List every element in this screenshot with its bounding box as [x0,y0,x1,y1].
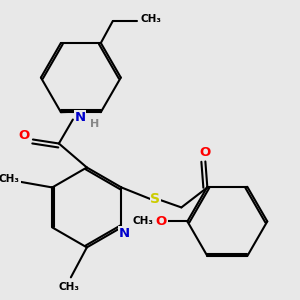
Text: CH₃: CH₃ [140,14,161,24]
Text: O: O [156,215,167,228]
Text: S: S [150,192,161,206]
Text: O: O [200,146,211,159]
Text: CH₃: CH₃ [58,282,80,292]
Text: H: H [90,118,100,128]
Text: CH₃: CH₃ [133,216,154,226]
Text: CH₃: CH₃ [0,175,20,184]
Text: N: N [74,111,86,124]
Text: N: N [119,227,130,240]
Text: O: O [19,129,30,142]
